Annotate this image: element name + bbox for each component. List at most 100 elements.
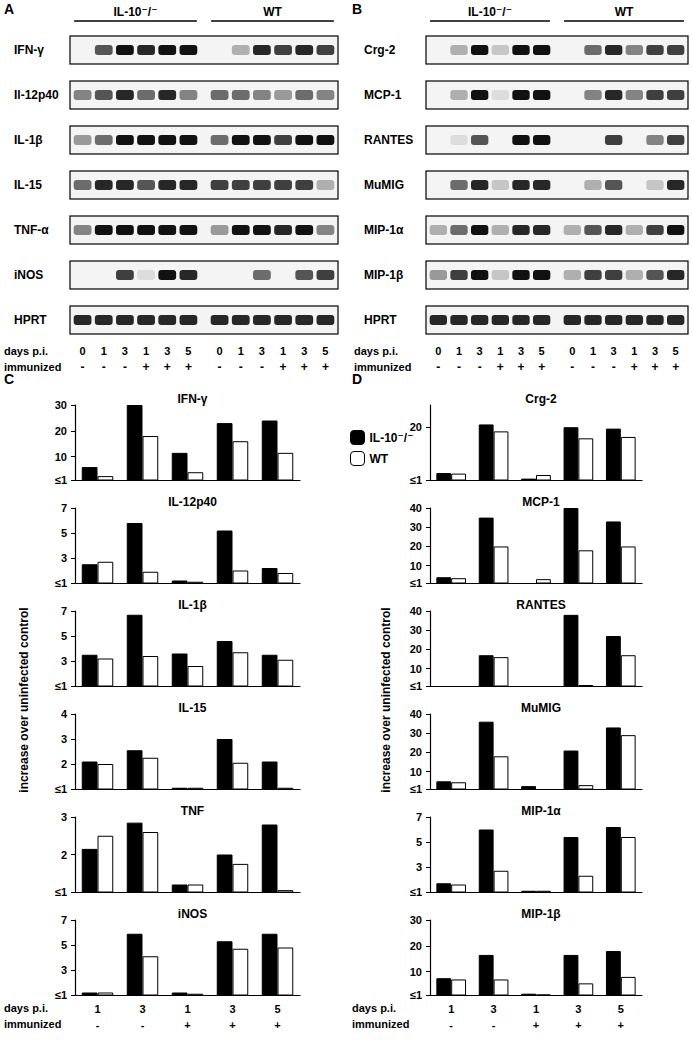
- svg-text:+: +: [631, 360, 638, 374]
- svg-text:-: -: [81, 360, 85, 374]
- svg-text:2: 2: [61, 849, 67, 861]
- svg-text:3: 3: [575, 1003, 581, 1015]
- svg-text:-: -: [591, 360, 595, 374]
- svg-text:20: 20: [410, 540, 422, 552]
- svg-text:1: 1: [590, 345, 596, 357]
- svg-text:Il-12p40: Il-12p40: [14, 88, 59, 102]
- svg-text:D: D: [352, 371, 362, 387]
- svg-text:immunized: immunized: [4, 361, 61, 373]
- svg-text:0: 0: [435, 345, 441, 357]
- svg-text:10: 10: [410, 663, 422, 675]
- svg-text:40: 40: [410, 605, 422, 617]
- svg-text:10: 10: [410, 966, 422, 978]
- svg-text:increase over uninfected contr: increase over uninfected control: [379, 607, 393, 792]
- svg-text:iNOS: iNOS: [14, 268, 43, 282]
- svg-text:3: 3: [611, 345, 617, 357]
- svg-text:+: +: [229, 1019, 235, 1031]
- svg-text:A: A: [4, 1, 14, 17]
- svg-text:3: 3: [477, 345, 483, 357]
- svg-text:IL-1β: IL-1β: [178, 598, 207, 612]
- svg-text:≤1: ≤1: [55, 886, 67, 898]
- svg-text:IL-10⁻/⁻: IL-10⁻/⁻: [468, 5, 512, 19]
- svg-text:7: 7: [61, 502, 67, 514]
- svg-text:20: 20: [410, 746, 422, 758]
- svg-text:0: 0: [217, 345, 223, 357]
- svg-text:MIP-1α: MIP-1α: [521, 804, 561, 818]
- svg-text:+: +: [538, 360, 545, 374]
- svg-text:+: +: [575, 1019, 581, 1031]
- svg-text:1: 1: [631, 345, 637, 357]
- svg-text:5: 5: [61, 939, 67, 951]
- svg-text:days p.i.: days p.i.: [352, 1002, 396, 1014]
- svg-text:+: +: [497, 360, 504, 374]
- svg-text:+: +: [164, 360, 171, 374]
- svg-text:3: 3: [259, 345, 265, 357]
- svg-text:increase over uninfected contr: increase over uninfected control: [17, 607, 31, 792]
- svg-text:B: B: [352, 1, 362, 17]
- svg-text:HPRT: HPRT: [364, 313, 397, 327]
- svg-text:3: 3: [301, 345, 307, 357]
- svg-text:TNF-α: TNF-α: [14, 223, 49, 237]
- svg-text:+: +: [301, 360, 308, 374]
- svg-text:+: +: [322, 360, 329, 374]
- svg-text:IFN-γ: IFN-γ: [14, 43, 44, 57]
- svg-text:-: -: [141, 1019, 145, 1031]
- svg-text:MuMIG: MuMIG: [521, 701, 561, 715]
- svg-text:-: -: [218, 360, 222, 374]
- svg-text:3: 3: [61, 811, 67, 823]
- svg-text:1: 1: [456, 345, 462, 357]
- svg-text:5: 5: [618, 1003, 624, 1015]
- svg-text:40: 40: [410, 502, 422, 514]
- svg-text:+: +: [143, 360, 150, 374]
- svg-text:IFN-γ: IFN-γ: [178, 392, 208, 406]
- svg-text:iNOS: iNOS: [178, 907, 207, 921]
- svg-text:5: 5: [61, 527, 67, 539]
- svg-text:days p.i.: days p.i.: [354, 345, 398, 357]
- svg-text:30: 30: [410, 521, 422, 533]
- svg-text:-: -: [96, 1019, 100, 1031]
- svg-text:10: 10: [55, 451, 67, 463]
- svg-text:IL-10⁻/⁻: IL-10⁻/⁻: [113, 5, 157, 19]
- svg-text:≤1: ≤1: [410, 989, 422, 1001]
- svg-text:MCP-1: MCP-1: [522, 495, 560, 509]
- svg-text:≤1: ≤1: [410, 886, 422, 898]
- svg-text:immunized: immunized: [4, 1018, 61, 1030]
- svg-text:-: -: [492, 1019, 496, 1031]
- svg-text:20: 20: [410, 940, 422, 952]
- svg-text:IL-10⁻/⁻: IL-10⁻/⁻: [370, 431, 414, 445]
- svg-text:1: 1: [184, 1003, 190, 1015]
- svg-text:MIP-1β: MIP-1β: [521, 907, 560, 921]
- svg-text:≤1: ≤1: [410, 783, 422, 795]
- svg-text:IL-15: IL-15: [14, 178, 42, 192]
- svg-text:MCP-1: MCP-1: [364, 88, 402, 102]
- svg-text:+: +: [517, 360, 524, 374]
- svg-text:+: +: [184, 1019, 190, 1031]
- svg-text:Crg-2: Crg-2: [525, 392, 557, 406]
- svg-text:≤1: ≤1: [55, 680, 67, 692]
- svg-text:3: 3: [61, 733, 67, 745]
- svg-text:WT: WT: [370, 452, 389, 466]
- svg-text:-: -: [449, 1019, 453, 1031]
- svg-text:1: 1: [448, 1003, 454, 1015]
- svg-text:3: 3: [518, 345, 524, 357]
- svg-text:30: 30: [410, 914, 422, 926]
- svg-text:≤1: ≤1: [55, 783, 67, 795]
- svg-text:MIP-1β: MIP-1β: [364, 268, 403, 282]
- svg-text:MIP-1α: MIP-1α: [364, 223, 404, 237]
- svg-text:C: C: [4, 371, 14, 387]
- svg-text:0: 0: [569, 345, 575, 357]
- svg-text:3: 3: [164, 345, 170, 357]
- svg-text:10: 10: [410, 766, 422, 778]
- svg-text:-: -: [123, 360, 127, 374]
- svg-text:≤1: ≤1: [410, 577, 422, 589]
- svg-text:5: 5: [322, 345, 328, 357]
- svg-text:3: 3: [61, 552, 67, 564]
- svg-text:-: -: [478, 360, 482, 374]
- svg-text:-: -: [102, 360, 106, 374]
- svg-text:5: 5: [185, 345, 191, 357]
- svg-text:immunized: immunized: [354, 361, 411, 373]
- svg-text:IL-12p40: IL-12p40: [168, 495, 217, 509]
- svg-text:5: 5: [274, 1003, 280, 1015]
- svg-text:3: 3: [61, 655, 67, 667]
- svg-text:-: -: [570, 360, 574, 374]
